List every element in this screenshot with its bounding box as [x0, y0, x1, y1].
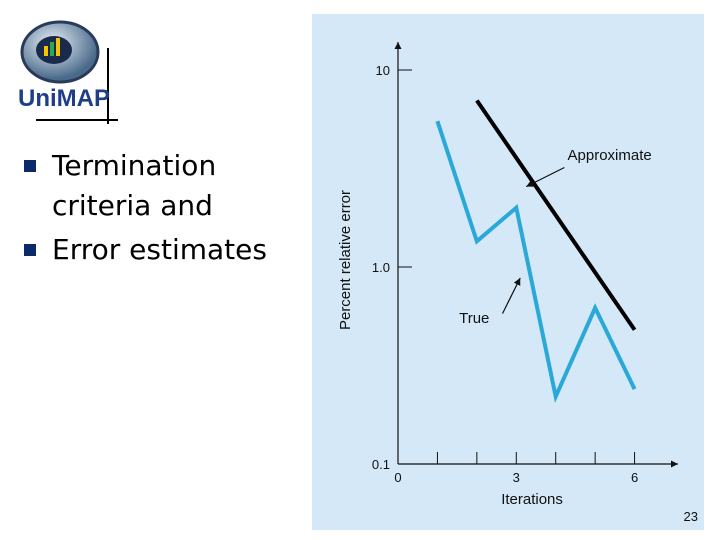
annotation-true-label: True [459, 310, 489, 327]
slide-number: 23 [683, 509, 698, 524]
unimap-logo: UniMAP [14, 14, 122, 132]
chart-axes [394, 42, 678, 468]
figure-panel: 0 3 6 10 1.0 0.1 Approximate True Iterations P… [312, 14, 704, 530]
y-axis-title: Percent relative error [337, 190, 354, 330]
logo-graphic: UniMAP [18, 20, 118, 124]
chart-ticks: 0 3 6 10 1.0 0.1 [372, 63, 638, 485]
y-tick-label: 10 [376, 63, 390, 78]
x-axis-title: Iterations [501, 491, 563, 508]
series-line-approximate [475, 99, 637, 331]
y-tick-label: 1.0 [372, 260, 390, 275]
y-tick-label: 0.1 [372, 457, 390, 472]
bullet-text: Error estimates [52, 233, 267, 266]
annotation-approximate-label: Approximate [568, 147, 652, 164]
logo-text: UniMAP [18, 85, 110, 112]
bullet-square-icon [24, 160, 36, 172]
error-chart: 0 3 6 10 1.0 0.1 Approximate True Iterations P… [337, 42, 678, 508]
x-tick-label: 3 [513, 470, 520, 485]
bullet-text: Termination criteria and [52, 149, 217, 222]
annotation-true-arrow [501, 277, 521, 314]
chart-series [435, 99, 637, 404]
x-tick-label: 0 [394, 470, 401, 485]
chart-annotations: Approximate True [459, 147, 652, 327]
annotation-approximate-arrow [525, 166, 565, 188]
bullet-list: Termination criteria and Error estimates [24, 146, 314, 274]
bullet-item: Termination criteria and [24, 146, 314, 226]
bullet-square-icon [24, 244, 36, 256]
bullet-item: Error estimates [24, 230, 314, 270]
series-line-true [435, 120, 637, 404]
x-tick-label: 6 [631, 470, 638, 485]
